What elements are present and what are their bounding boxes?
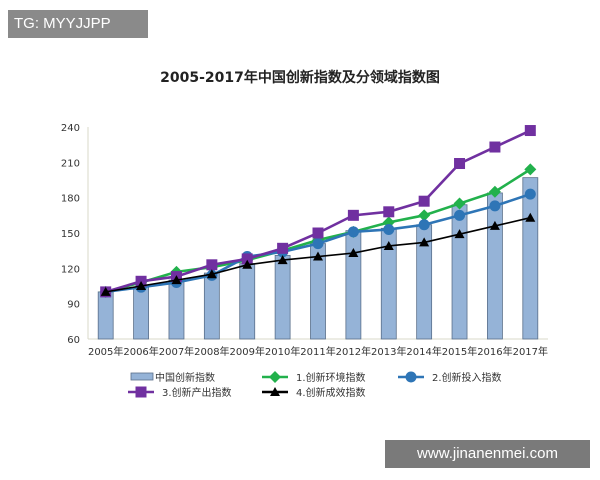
x-tick-label: 2013年	[371, 345, 406, 358]
data-point-square	[418, 195, 430, 207]
legend-label: 2.创新投入指数	[432, 371, 502, 384]
legend-item: 1.创新环境指数	[262, 371, 366, 384]
x-tick-label: 2008年	[194, 345, 229, 358]
x-tick-label: 2006年	[123, 345, 158, 358]
x-tick-label: 2007年	[159, 345, 194, 358]
bar	[239, 263, 256, 340]
data-point-triangle	[348, 248, 359, 258]
y-tick-label: 210	[61, 158, 80, 169]
data-point-triangle	[171, 275, 182, 285]
data-point-triangle	[489, 220, 500, 230]
data-point-triangle	[419, 237, 430, 247]
watermark-top-left: TG: MYYJJPP	[8, 10, 148, 38]
data-point-triangle	[100, 286, 111, 296]
data-point-triangle	[206, 269, 217, 279]
data-point-circle	[383, 223, 395, 235]
data-point-circle	[347, 226, 359, 238]
data-point-circle	[524, 188, 536, 200]
data-point-diamond	[418, 209, 431, 222]
x-tick-label: 2014年	[406, 345, 441, 358]
data-point-square	[347, 209, 359, 221]
data-point-square	[206, 259, 218, 271]
data-point-square	[383, 206, 395, 218]
bar	[487, 192, 503, 340]
legend-item: 4.创新成效指数	[262, 386, 366, 399]
x-tick-label: 2010年	[265, 345, 300, 358]
y-tick-label: 90	[67, 300, 80, 311]
data-point-triangle	[136, 281, 147, 290]
y-tick-label: 120	[61, 264, 80, 275]
data-point-square	[524, 125, 536, 137]
data-point-square	[489, 141, 501, 153]
data-point-square	[135, 386, 147, 398]
data-point-diamond	[269, 371, 281, 383]
bar	[133, 286, 149, 340]
chart-title: 2005-2017年中国创新指数及分领域指数图	[160, 69, 440, 86]
x-tick-label: 2011年	[300, 345, 335, 358]
legend-label: 3.创新产出指数	[162, 386, 232, 399]
y-tick-label: 150	[61, 229, 80, 240]
bar	[274, 254, 291, 340]
y-tick-label: 60	[67, 335, 80, 346]
legend-label: 中国创新指数	[155, 371, 215, 384]
watermark-bottom-right: www.jinanenmei.com	[385, 440, 590, 468]
x-tick-label: 2016年	[477, 345, 512, 358]
data-point-triangle	[313, 251, 323, 261]
bar	[451, 204, 468, 340]
series-4	[100, 212, 536, 296]
legend-label: 4.创新成效指数	[296, 386, 366, 399]
data-point-triangle	[383, 240, 394, 250]
data-point-square	[454, 158, 466, 170]
y-tick-label: 240	[61, 123, 80, 134]
data-point-square	[241, 253, 253, 265]
x-tick-label: 2005年	[88, 345, 123, 358]
bar	[522, 177, 539, 340]
data-point-triangle	[525, 212, 536, 222]
y-tick-label: 180	[61, 194, 80, 205]
data-point-circle	[405, 371, 417, 383]
data-point-diamond	[524, 163, 537, 176]
data-point-triangle	[277, 255, 288, 265]
data-point-square	[312, 227, 324, 239]
data-point-triangle	[242, 259, 253, 269]
legend-label: 1.创新环境指数	[296, 371, 366, 384]
data-point-circle	[454, 209, 466, 221]
legend-item: 中国创新指数	[130, 371, 215, 384]
data-point-triangle	[270, 387, 280, 396]
data-point-diamond	[453, 197, 466, 210]
data-point-circle	[489, 200, 501, 212]
legend-item: 2.创新投入指数	[398, 371, 502, 384]
bar	[345, 230, 362, 340]
legend-item: 3.创新产出指数	[128, 386, 232, 399]
bar	[168, 279, 185, 340]
data-point-circle	[312, 238, 324, 250]
data-point-square	[277, 242, 289, 254]
x-tick-label: 2015年	[442, 345, 477, 358]
bar	[97, 291, 114, 340]
data-point-circle	[418, 219, 430, 231]
x-tick-label: 2012年	[336, 345, 371, 358]
legend-swatch-bar	[130, 372, 154, 381]
x-tick-label: 2009年	[230, 345, 265, 358]
data-point-diamond	[488, 185, 501, 198]
x-tick-label: 2017年	[513, 345, 548, 358]
bar	[203, 272, 220, 340]
data-point-triangle	[454, 229, 465, 239]
